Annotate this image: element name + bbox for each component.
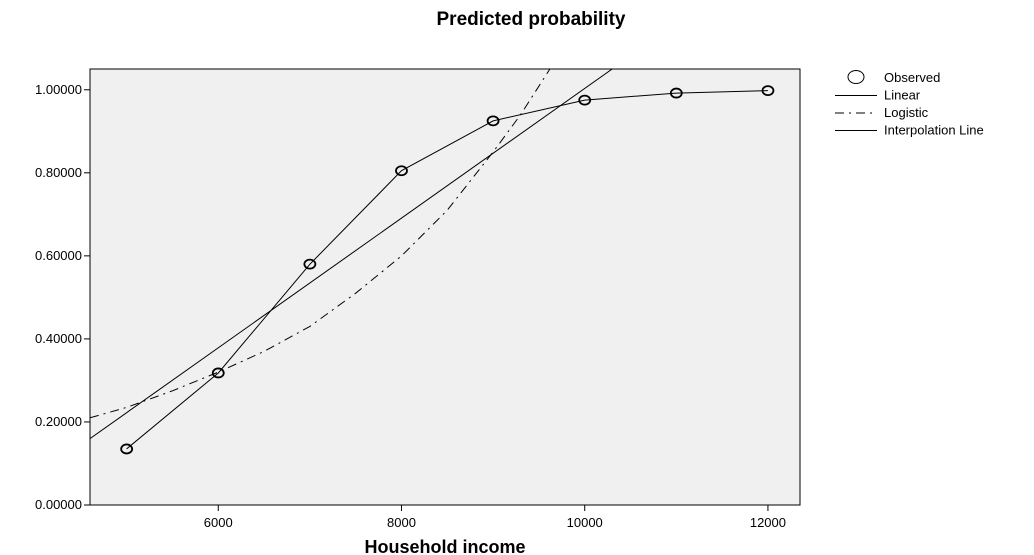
y-tick-label: 0.80000 — [35, 165, 82, 180]
series-layer — [90, 69, 768, 450]
chart-title: Predicted probability — [437, 9, 626, 30]
legend-label: Logistic — [884, 105, 929, 120]
legend-label: Interpolation Line — [884, 123, 984, 138]
y-tick-label: 0.60000 — [35, 248, 82, 263]
observed-point — [211, 367, 225, 379]
interpolation-line — [126, 90, 768, 450]
legend-marker-observed — [847, 70, 865, 84]
legend-label: Observed — [884, 70, 940, 85]
observed-point — [578, 94, 592, 106]
observed-point — [486, 115, 500, 127]
points-layer — [120, 85, 775, 455]
y-tick-label: 0.20000 — [35, 414, 82, 429]
linear-fit-line — [90, 69, 613, 440]
legend: Observed Linear Logistic Interpolation Line — [835, 70, 984, 138]
logistic-fit-curve — [90, 69, 551, 419]
x-tick-label: 6000 — [204, 515, 233, 530]
y-tick-label: 0.40000 — [35, 331, 82, 346]
x-axis: 6000 8000 10000 12000 — [204, 505, 786, 530]
observed-point — [761, 85, 775, 96]
y-axis: 0.00000 0.20000 0.40000 0.60000 0.80000 1.000… — [35, 82, 90, 512]
plot-area — [89, 68, 801, 506]
x-axis-label: Household income — [364, 537, 525, 555]
legend-label: Linear — [884, 88, 921, 103]
x-tick-label: 12000 — [750, 515, 786, 530]
observed-point — [395, 165, 408, 177]
x-tick-label: 10000 — [567, 515, 603, 530]
y-tick-label: 0.00000 — [35, 497, 82, 512]
y-tick-label: 1.00000 — [35, 82, 82, 97]
observed-point — [303, 258, 317, 270]
observed-point — [120, 443, 134, 455]
x-tick-label: 8000 — [387, 515, 416, 530]
observed-point — [669, 87, 683, 99]
